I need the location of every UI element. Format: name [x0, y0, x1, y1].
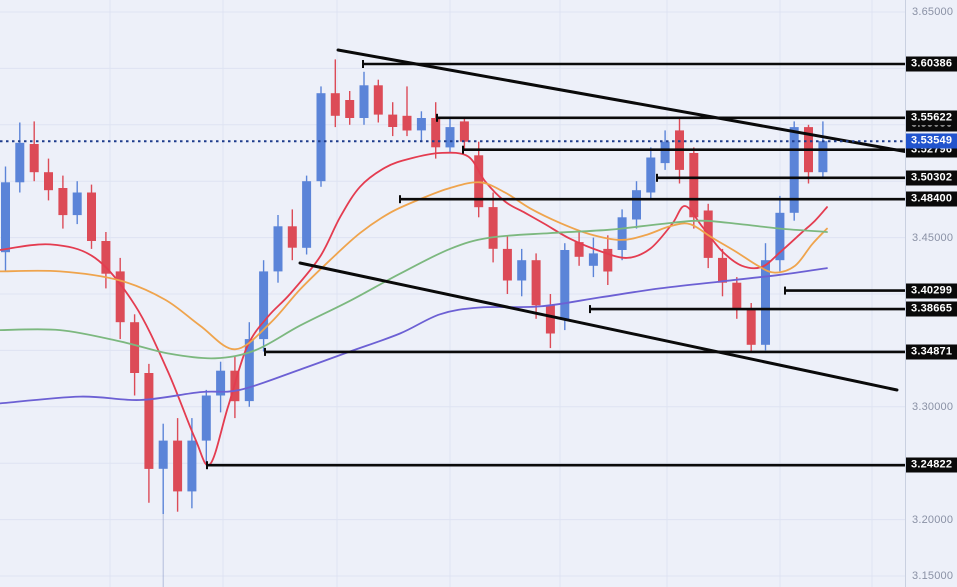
axis-tick-label: 3.65000: [912, 6, 954, 18]
price-level-label: 3.40299: [906, 283, 957, 299]
candle-body-up: [15, 142, 25, 183]
trendline[interactable]: [298, 261, 899, 392]
candle-body-down: [87, 192, 96, 241]
candle-body-down: [58, 188, 68, 216]
candle-body-up: [416, 118, 426, 131]
candle-body-up: [646, 157, 656, 193]
candle-body-down: [115, 271, 125, 323]
candle-body-down: [144, 373, 154, 469]
candle-body-up: [775, 212, 785, 261]
price-level-label: 3.38665: [906, 301, 957, 317]
candle-body-up: [216, 370, 226, 396]
ma-medium-orange-line: [0, 181, 828, 351]
axis-tick-label: 3.20000: [912, 513, 954, 526]
candle-body-down: [130, 322, 140, 373]
candle-body-up: [818, 141, 828, 173]
candle-body-up: [359, 85, 369, 118]
current-price-label: 3.53549: [906, 133, 957, 149]
candle-body-up: [632, 190, 641, 220]
price-level-label: 3.24822: [906, 457, 957, 473]
candle-body-down: [431, 118, 441, 148]
candle-body-up: [201, 395, 211, 441]
candle-body-down: [373, 85, 383, 115]
candle-body-up: [316, 93, 326, 182]
candle-body-down: [689, 153, 699, 218]
axis-tick-label: 3.15000: [912, 570, 954, 582]
candle-body-up: [259, 271, 269, 340]
candle-body-up: [789, 127, 799, 213]
candle-body-down: [603, 248, 613, 272]
candle-body-down: [29, 144, 39, 173]
candle-body-down: [574, 242, 584, 257]
price-level-label: 3.60386: [906, 56, 957, 72]
candle-body-down: [388, 114, 398, 127]
candle-body-down: [330, 93, 340, 116]
candle-body-up: [617, 217, 627, 250]
candle-body-down: [746, 309, 756, 345]
candle-body-up: [273, 226, 283, 272]
candle-body-up: [302, 181, 312, 248]
ma-slowest-purple-line: [0, 267, 828, 405]
trendline[interactable]: [336, 48, 910, 154]
candle-body-up: [445, 127, 455, 148]
price-level-label: 3.55622: [906, 110, 957, 126]
price-level-label: 3.34871: [906, 344, 957, 360]
ma-slow-green-line: [0, 219, 828, 360]
candle-body-down: [287, 226, 297, 248]
candle-body-down: [474, 155, 484, 208]
candle-body-down: [502, 248, 512, 281]
candle-body-down: [732, 282, 742, 310]
candle-body-up: [187, 440, 197, 492]
candle-body-down: [44, 172, 53, 191]
axis-tick-label: 3.30000: [912, 400, 954, 413]
axis-tick-label: 3.45000: [912, 231, 954, 244]
candle-body-down: [718, 257, 727, 283]
candle-body-up: [244, 339, 254, 402]
candle-body-up: [1, 182, 10, 253]
price-level-label: 3.48400: [906, 191, 957, 207]
candle-body-up: [517, 260, 527, 281]
candle-body-up: [761, 260, 770, 345]
ma-fast-red-line: [0, 151, 828, 467]
candle-body-down: [173, 440, 183, 492]
candle-body-down: [459, 121, 469, 142]
candle-body-down: [488, 207, 498, 249]
candle-body-down: [402, 115, 412, 131]
candle-body-down: [545, 305, 555, 334]
candle-body-down: [531, 260, 541, 306]
candle-body-up: [72, 192, 82, 216]
price-level-label: 3.50302: [906, 170, 957, 186]
candle-body-down: [345, 100, 355, 118]
candle-body-up: [660, 141, 670, 164]
candle-body-up: [560, 250, 570, 320]
candle-body-up: [158, 440, 168, 469]
candle-body-down: [101, 241, 111, 274]
price-axis[interactable]: 3.65000 3.45000 3.30000 3.20000 3.15000 3.603…: [905, 0, 957, 587]
candle-body-up: [588, 253, 598, 266]
